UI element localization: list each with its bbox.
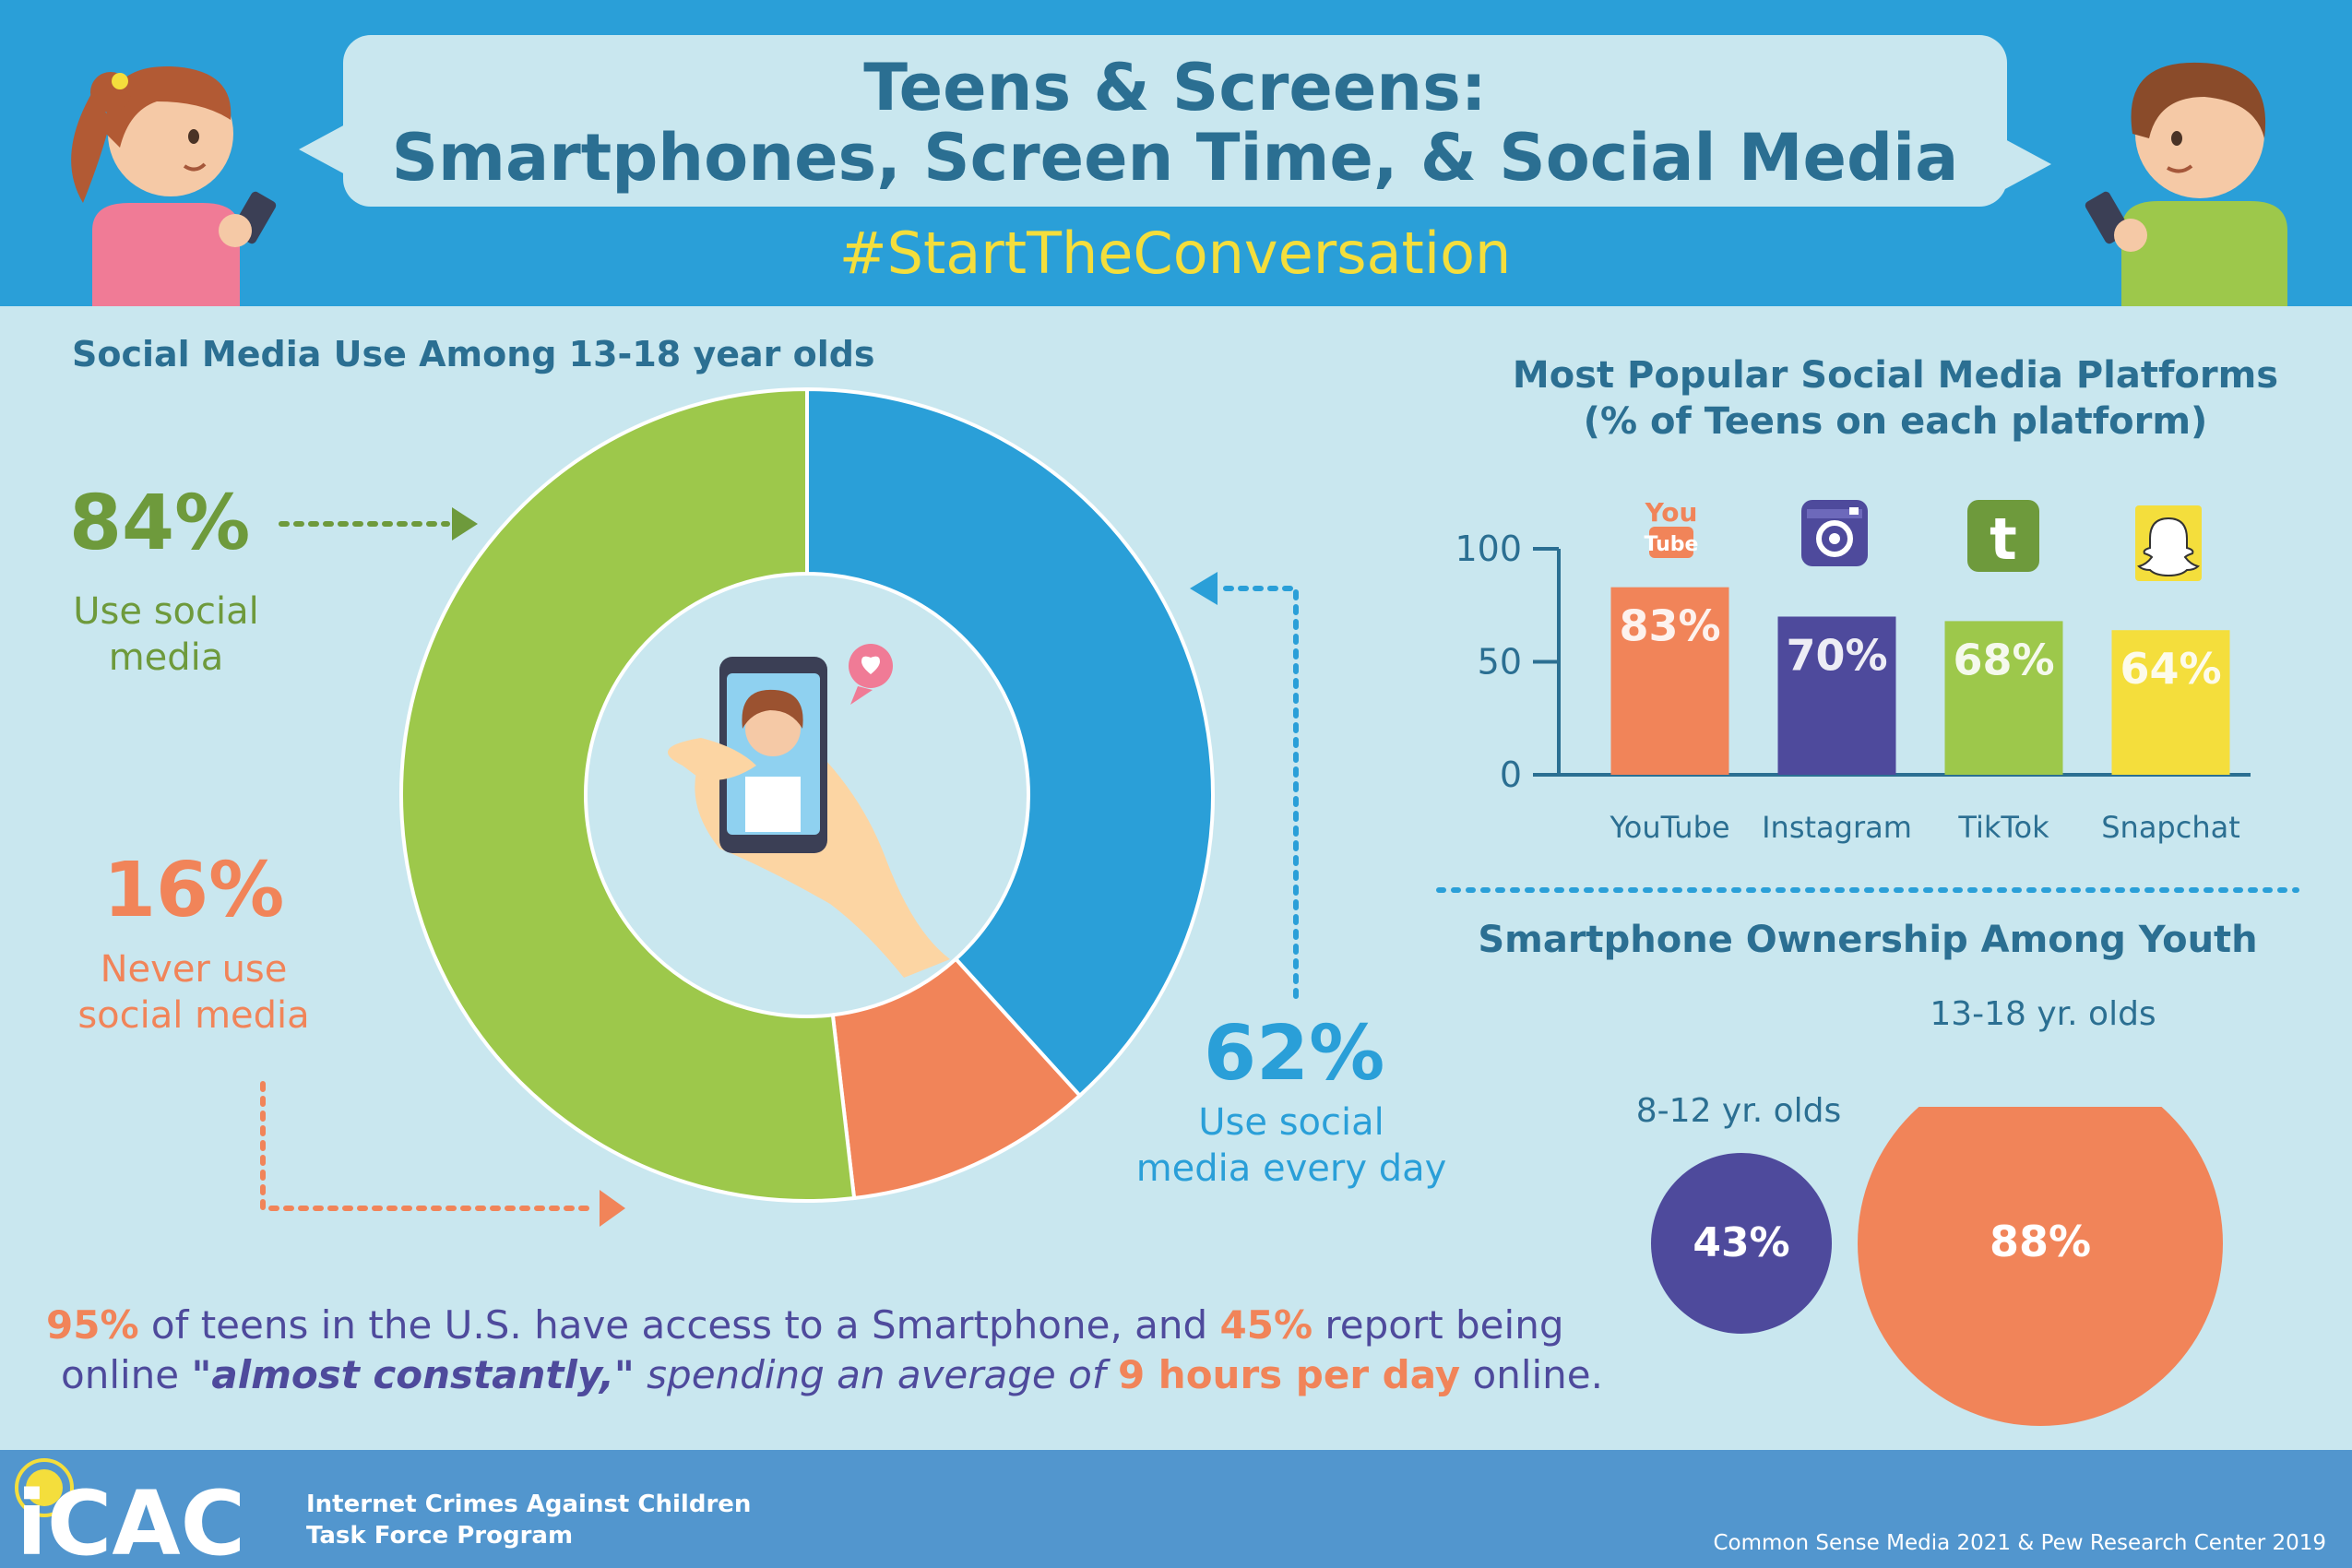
bar-category-label: TikTok	[1957, 810, 2049, 845]
stat-9-hours: 9 hours per day	[1117, 1352, 1461, 1397]
stat-text-2: report being	[1313, 1302, 1564, 1348]
hashtag: #StartTheConversation	[838, 220, 1512, 287]
daily-use-label-line1: Use social	[1198, 1101, 1384, 1144]
bar-section-title-line2: (% of Teens on each platform)	[1583, 400, 2208, 443]
ownership-bubble-8-12	[1651, 1153, 1832, 1334]
use-social-label-line1: Use social	[73, 590, 259, 633]
bar-marks: 83% YouTube 70% Instagram 68% TikTok 64% Snapch…	[1609, 587, 2240, 845]
footer-org-line2: Task Force Program	[306, 1522, 574, 1550]
tiktok-icon: t	[1967, 500, 2039, 573]
tiktok-icon-glyph: t	[1990, 505, 2017, 573]
bar-y-tick-label: 100	[1455, 529, 1522, 569]
youtube-icon-you-text: You	[1645, 497, 1698, 528]
donut-section-title: Social Media Use Among 13-18 year olds	[72, 334, 875, 374]
bar-value-label: 64%	[2120, 644, 2221, 694]
footer-bar	[0, 1450, 2352, 1568]
ownership-value-13-18: 88%	[1990, 1217, 2091, 1266]
bar-section-title-line1: Most Popular Social Media Platforms	[1512, 354, 2279, 397]
bar-y-tick-label: 50	[1478, 642, 1522, 683]
stat-text-4: spending an average of	[634, 1352, 1118, 1397]
ownership-bubble-13-18	[1858, 1107, 2223, 1426]
daily-use-percent: 62%	[1204, 1010, 1385, 1098]
use-social-percent: 84%	[69, 480, 251, 567]
daily-use-label-line2: media every day	[1135, 1147, 1447, 1190]
ownership-label-13-18: 13-18 yr. olds	[1930, 995, 2156, 1033]
ownership-value-8-12: 43%	[1693, 1219, 1789, 1266]
boy-with-phone-illustration	[2085, 62, 2287, 306]
use-social-label: Use social media	[55, 588, 277, 681]
arrow-never	[260, 1081, 625, 1227]
bar-y-tick-label: 0	[1500, 754, 1522, 795]
youtube-icon-tube-text: Tube	[1645, 533, 1699, 556]
footer-org-name: Internet Crimes Against Children Task Fo…	[306, 1489, 751, 1551]
hand-phone-illustration	[668, 644, 950, 978]
youtube-icon: You Tube	[1645, 497, 1699, 558]
bar-category-label: Instagram	[1762, 810, 1912, 845]
bottom-stat-line2: online "almost constantly," spending an …	[61, 1350, 1629, 1400]
bar-category-label: YouTube	[1609, 810, 1729, 845]
icac-logo: iCAC	[15, 1458, 245, 1568]
bar-value-label: 68%	[1953, 635, 2054, 684]
bar-value-label: 70%	[1786, 631, 1887, 681]
ownership-label-8-12: 8-12 yr. olds	[1635, 1092, 1842, 1130]
stat-45-percent: 45%	[1219, 1302, 1313, 1348]
footer-org-line1: Internet Crimes Against Children	[306, 1491, 752, 1518]
arrow-daily	[1190, 572, 1299, 999]
bar-youtube	[1610, 587, 1729, 775]
stat-text-5: online.	[1460, 1352, 1603, 1397]
bar-instagram	[1777, 616, 1896, 775]
ownership-section-title: Smartphone Ownership Among Youth	[1478, 919, 2258, 961]
page-title-line2: Smartphones, Screen Time, & Social Media	[391, 120, 1959, 196]
never-use-percent: 16%	[103, 847, 285, 934]
girl-with-phone-illustration	[71, 65, 277, 306]
snapchat-icon	[2135, 505, 2202, 581]
stat-almost-constantly: "almost constantly,"	[191, 1352, 635, 1397]
section-separator	[1436, 887, 2299, 893]
arrow-use-social	[279, 507, 478, 540]
donut-slice-2	[398, 386, 857, 1203]
never-use-label-line1: Never use	[100, 948, 288, 991]
stat-95-percent: 95%	[46, 1302, 139, 1348]
title-speech-bubble	[299, 35, 2051, 207]
icac-logo-text: iCAC	[17, 1472, 245, 1568]
bar-snapchat	[2111, 630, 2230, 775]
page-title-line1: Teens & Screens:	[863, 50, 1487, 125]
instagram-icon	[1801, 500, 1868, 566]
ownership-bubble-chart: 43% 88%	[1651, 1107, 2223, 1426]
stat-text-1: of teens in the U.S. have access to a Sm…	[138, 1302, 1220, 1348]
bar-section-title: Most Popular Social Media Platforms (% o…	[1430, 352, 2352, 445]
bottom-stat-line1: 95% of teens in the U.S. have access to …	[46, 1301, 1614, 1350]
stat-text-3: online	[61, 1352, 192, 1397]
donut-slices	[398, 386, 1215, 1203]
bar-category-label: Snapchat	[2101, 810, 2240, 845]
use-social-label-line2: media	[108, 636, 224, 679]
never-use-label-line2: social media	[77, 994, 310, 1037]
daily-use-label: Use social media every day	[1130, 1099, 1453, 1192]
never-use-label: Never use social media	[55, 946, 332, 1039]
donut-slice-0	[805, 386, 1215, 1099]
footer-source: Common Sense Media 2021 & Pew Research C…	[1713, 1531, 2326, 1555]
bar-tiktok	[1944, 621, 2063, 775]
bar-value-label: 83%	[1619, 601, 1720, 651]
